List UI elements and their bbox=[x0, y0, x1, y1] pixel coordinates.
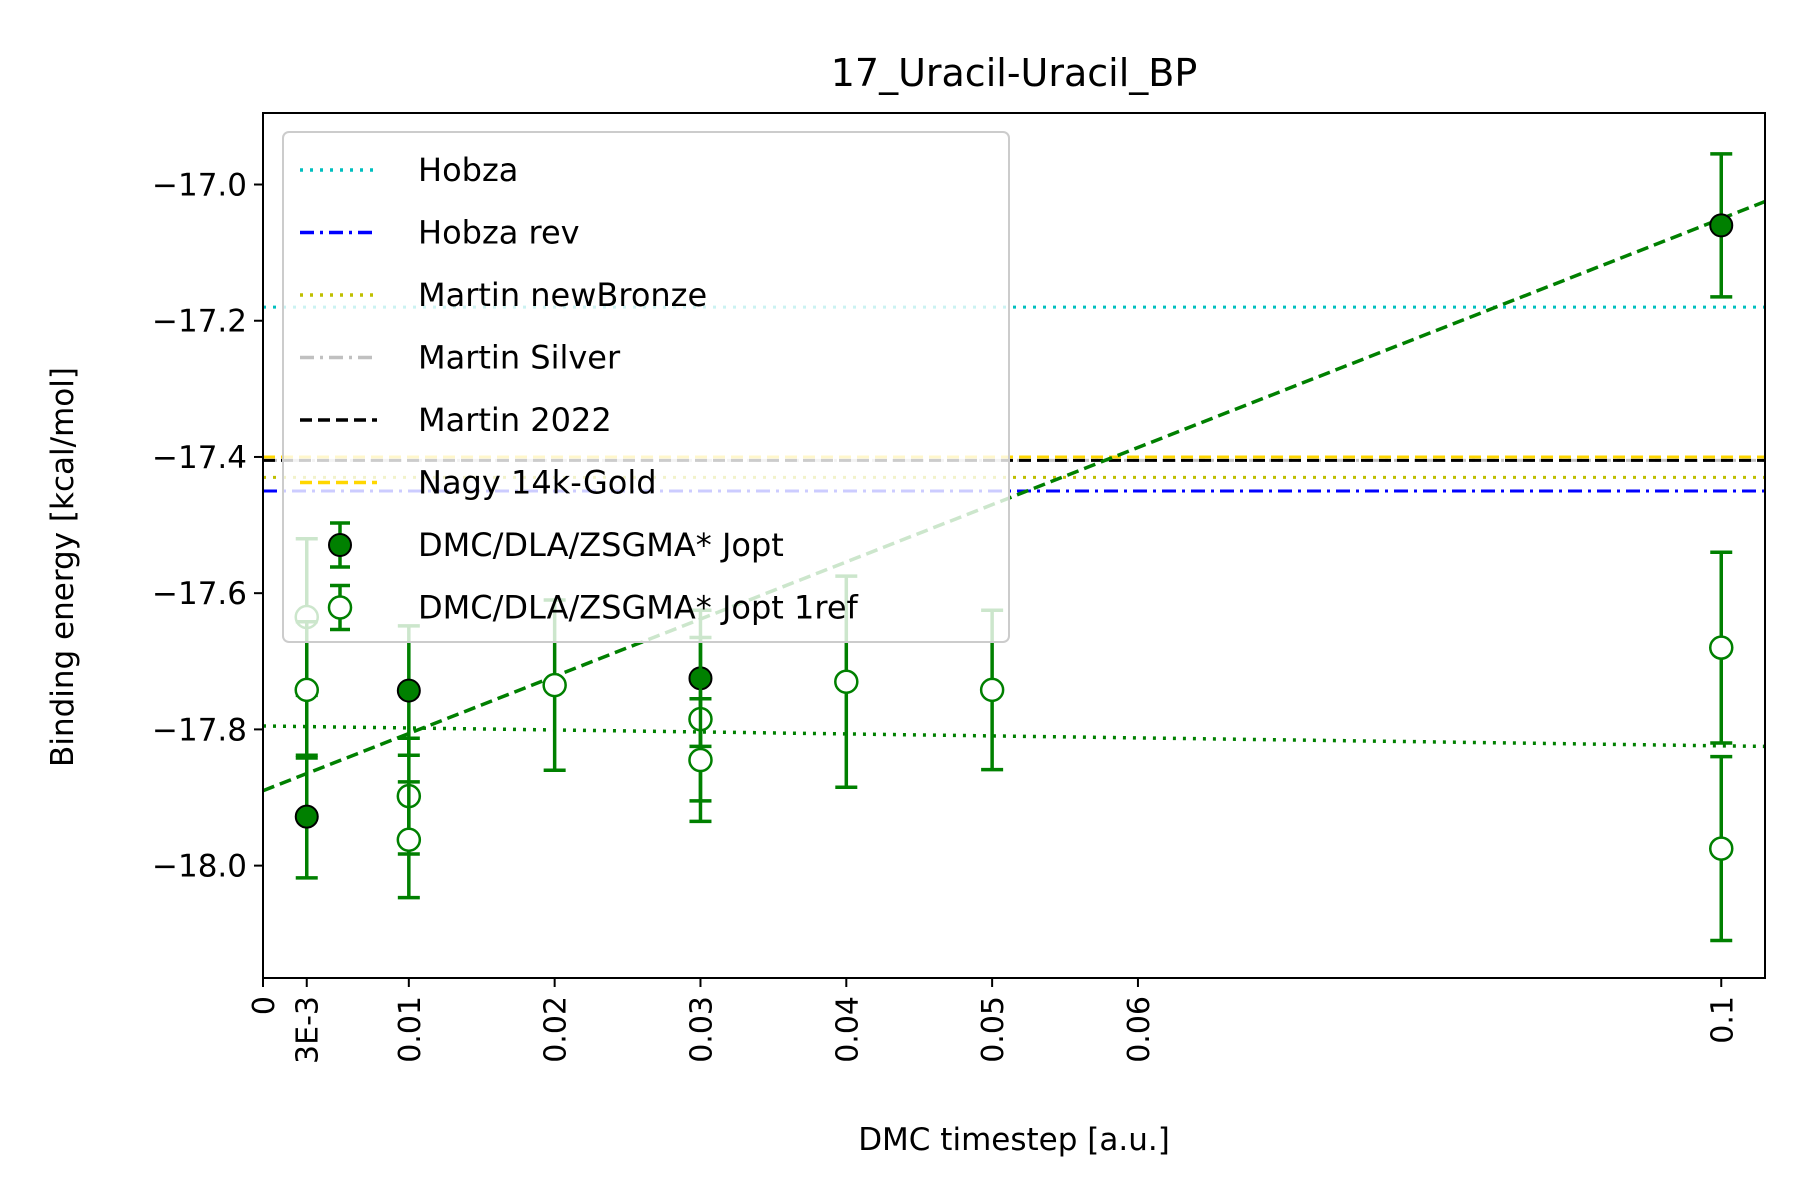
data-point-s1-6 bbox=[688, 696, 713, 824]
x-tick-label-8: 0.1 bbox=[1705, 996, 1740, 1044]
legend-entry-1: Hobza rev bbox=[300, 214, 580, 252]
data-point-s1-9 bbox=[1709, 550, 1734, 745]
legend-box bbox=[282, 131, 1010, 643]
y-tick-label-0: −17.0 bbox=[152, 168, 247, 204]
x-tick-label-1: 3E-3 bbox=[291, 996, 326, 1064]
fit-lines bbox=[262, 199, 1766, 793]
y-tick-label-4: −17.8 bbox=[152, 712, 247, 748]
legend: Hobza Hobza rev Martin newBronze Martin Sil… bbox=[282, 131, 1010, 643]
x-tick-label-6: 0.05 bbox=[976, 996, 1011, 1063]
legend-entry-3: Martin Silver bbox=[300, 339, 621, 377]
data-point-s1-3 bbox=[396, 780, 422, 900]
x-tick-label-0: 0 bbox=[247, 996, 282, 1015]
x-axis-label: DMC timestep [a.u.] bbox=[858, 1122, 1170, 1158]
legend-label-0: Hobza bbox=[418, 151, 518, 189]
y-tick-label-2: −17.4 bbox=[152, 440, 247, 476]
legend-entry-5: Nagy 14k-Gold bbox=[300, 464, 657, 502]
legend-label-7: DMC/DLA/ZSGMA* Jopt 1ref bbox=[418, 589, 859, 627]
chart-title: 17_Uracil-Uracil_BP bbox=[831, 51, 1198, 95]
x-tick-label-7: 0.06 bbox=[1122, 996, 1157, 1063]
y-axis-label: Binding energy [kcal/mol] bbox=[45, 367, 81, 767]
legend-items: Hobza Hobza rev Martin newBronze Martin Sil… bbox=[300, 151, 859, 632]
x-axis-ticks: 0 3E-3 0.01 0.02 0.03 0.04 0.05 0.06 0.1 bbox=[247, 978, 1740, 1064]
x-tick-label-5: 0.04 bbox=[830, 996, 865, 1063]
legend-entry-7: DMC/DLA/ZSGMA* Jopt 1ref bbox=[327, 583, 859, 632]
x-tick-label-4: 0.03 bbox=[684, 996, 719, 1063]
legend-label-2: Martin newBronze bbox=[418, 276, 707, 314]
x-tick-label-3: 0.02 bbox=[539, 996, 574, 1063]
legend-label-1: Hobza rev bbox=[418, 214, 580, 252]
legend-entry-4: Martin 2022 bbox=[300, 401, 612, 439]
fit-line-1 bbox=[262, 724, 1766, 749]
legend-label-4: Martin 2022 bbox=[418, 401, 612, 439]
data-point-s0-3 bbox=[1709, 152, 1734, 299]
legend-label-5: Nagy 14k-Gold bbox=[418, 464, 657, 502]
data-point-s0-0 bbox=[294, 753, 319, 880]
legend-label-3: Martin Silver bbox=[418, 339, 621, 377]
legend-label-6: DMC/DLA/ZSGMA* Jopt bbox=[418, 526, 784, 564]
y-tick-label-1: −17.2 bbox=[152, 304, 247, 340]
x-tick-label-2: 0.01 bbox=[393, 996, 428, 1063]
y-tick-label-3: −17.6 bbox=[152, 576, 247, 612]
data-point-s1-10 bbox=[1709, 754, 1734, 943]
legend-entry-0: Hobza bbox=[300, 151, 518, 189]
plot-frame bbox=[262, 112, 1766, 979]
legend-entry-6: DMC/DLA/ZSGMA* Jopt bbox=[328, 521, 784, 569]
y-tick-label-5: −18.0 bbox=[152, 849, 247, 885]
legend-entry-2: Martin newBronze bbox=[300, 276, 707, 314]
y-axis-ticks: −17.0 −17.2 −17.4 −17.6 −17.8 −18.0 bbox=[152, 168, 263, 885]
